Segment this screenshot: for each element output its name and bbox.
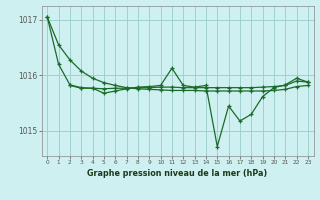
X-axis label: Graphe pression niveau de la mer (hPa): Graphe pression niveau de la mer (hPa) <box>87 169 268 178</box>
